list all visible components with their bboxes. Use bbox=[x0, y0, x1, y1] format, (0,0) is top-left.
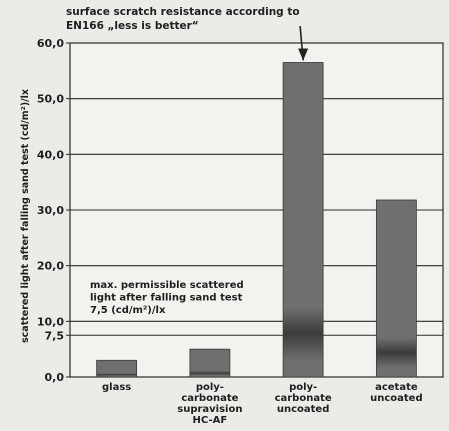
category-label-0-line-0: glass bbox=[102, 382, 131, 393]
category-label-2-line-2: uncoated bbox=[277, 404, 330, 415]
y-tick-label-1: 7,5 bbox=[45, 329, 65, 342]
category-label-2-line-1: carbonate bbox=[275, 393, 332, 404]
y-tick-label-0: 0,0 bbox=[45, 371, 65, 384]
category-label-1-line-2: supravision bbox=[177, 404, 242, 415]
bar-2 bbox=[282, 62, 324, 378]
y-tick-label-2: 10,0 bbox=[37, 315, 64, 328]
y-tick-label-6: 50,0 bbox=[37, 93, 64, 106]
threshold-label-line-0: max. permissible scattered bbox=[90, 280, 244, 291]
title-pointer-arrowhead bbox=[298, 48, 309, 61]
chart-title-line-1: surface scratch resistance according to bbox=[66, 6, 300, 18]
category-label-1-line-1: carbonate bbox=[181, 393, 238, 404]
threshold-label-line-1: light after falling sand test bbox=[90, 293, 243, 304]
y-tick-label-5: 40,0 bbox=[37, 148, 64, 161]
category-label-2-line-0: poly- bbox=[289, 382, 317, 393]
y-tick-label-4: 30,0 bbox=[37, 204, 64, 217]
y-axis-label: scattered light after falling sand test … bbox=[20, 89, 31, 343]
category-label-1-line-3: HC-AF bbox=[193, 415, 228, 426]
y-tick-label-3: 20,0 bbox=[37, 260, 64, 273]
bar-3 bbox=[375, 199, 417, 378]
y-tick-label-7: 60,0 bbox=[37, 37, 64, 50]
category-label-3-line-0: acetate bbox=[375, 382, 418, 393]
bar-0 bbox=[96, 359, 138, 378]
category-label-1-line-0: poly- bbox=[196, 382, 224, 393]
bar-1 bbox=[189, 348, 231, 378]
threshold-label-line-2: 7,5 (cd/m²)/lx bbox=[90, 305, 166, 316]
category-label-3-line-1: uncoated bbox=[370, 393, 423, 404]
chart-title-line-2: EN166 „less is better“ bbox=[66, 20, 199, 32]
